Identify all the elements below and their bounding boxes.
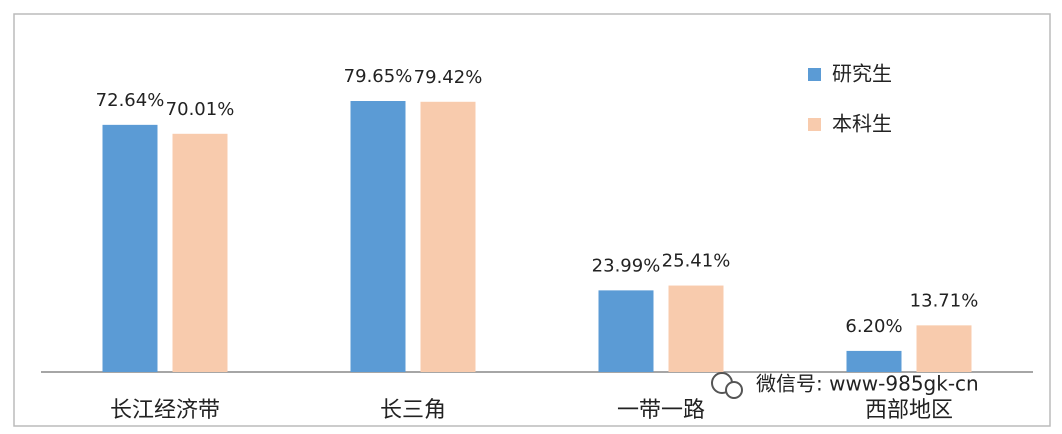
value-label: 25.41%	[662, 251, 731, 272]
bar	[102, 124, 158, 372]
bar	[916, 325, 972, 372]
bar	[350, 101, 406, 372]
watermark: 微信号: www-985gk-cn	[756, 372, 979, 396]
legend-label: 本科生	[832, 112, 892, 136]
bar	[668, 285, 724, 372]
value-label: 79.65%	[344, 66, 413, 87]
value-label: 79.42%	[414, 67, 483, 88]
watermark-icon	[725, 381, 743, 399]
value-label: 70.01%	[166, 99, 235, 120]
bar	[420, 101, 476, 373]
legend-swatch	[808, 118, 821, 131]
legend-label: 研究生	[832, 62, 892, 86]
x-tick-label: 长江经济带	[110, 398, 220, 423]
bar	[598, 290, 654, 372]
value-label: 72.64%	[96, 90, 165, 111]
value-label: 23.99%	[592, 255, 661, 276]
x-tick-label: 西部地区	[865, 398, 953, 423]
x-tick-label: 长三角	[380, 398, 446, 423]
legend-swatch	[808, 68, 821, 81]
value-label: 6.20%	[845, 316, 902, 337]
watermark-group: 微信号: www-985gk-cn	[711, 372, 979, 399]
bar	[846, 350, 902, 372]
value-label: 13.71%	[910, 290, 979, 311]
bar	[172, 133, 228, 372]
x-tick-label: 一带一路	[617, 398, 705, 423]
